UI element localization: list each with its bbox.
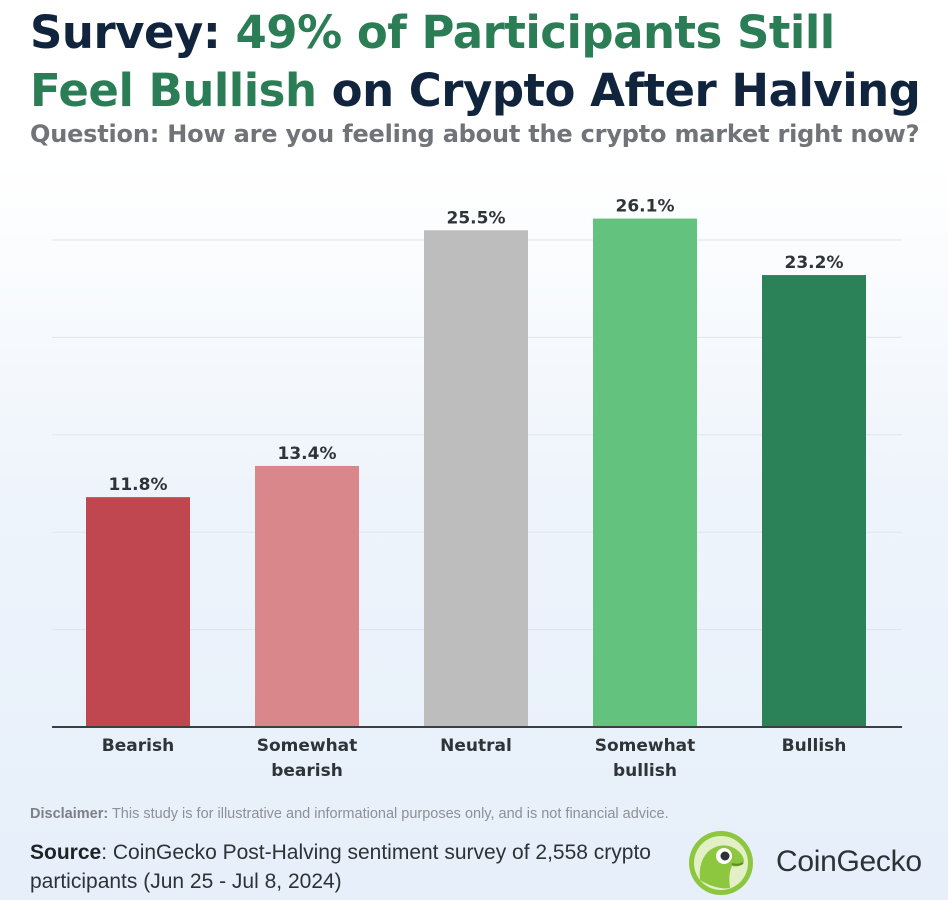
- category-label: bearish: [271, 761, 343, 781]
- title-part-1: Survey:: [30, 6, 236, 59]
- source-text: : CoinGecko Post-Halving sentiment surve…: [30, 841, 651, 893]
- source-label: Source: [30, 841, 102, 864]
- bar: [424, 230, 528, 727]
- disclaimer-text: This study is for illustrative and infor…: [108, 806, 669, 822]
- category-label: Somewhat: [595, 736, 696, 756]
- category-label: bullish: [613, 761, 677, 781]
- data-label: 13.4%: [278, 444, 337, 464]
- data-label: 23.2%: [785, 253, 844, 273]
- chart-subtitle: Question: How are you feeling about the …: [30, 120, 920, 148]
- gecko-logo-icon: [689, 831, 753, 895]
- category-label: Bullish: [782, 736, 847, 756]
- data-label: 26.1%: [616, 197, 675, 217]
- category-label: Neutral: [440, 736, 512, 756]
- bar: [255, 465, 359, 727]
- bar: [86, 497, 190, 727]
- source-note: Source: CoinGecko Post-Halving sentiment…: [30, 838, 670, 896]
- logo-text: CoinGecko: [776, 845, 922, 878]
- disclaimer-label: Disclaimer:: [30, 806, 109, 822]
- chart-title: Survey: 49% of Participants Still Feel B…: [30, 4, 940, 120]
- bar: [593, 218, 697, 727]
- bar: [762, 275, 866, 727]
- data-label: 25.5%: [447, 208, 506, 228]
- title-part-2: 49% of Participants Still Feel Bullish: [30, 6, 835, 117]
- category-label: Bearish: [102, 736, 174, 756]
- data-label: 11.8%: [109, 475, 168, 495]
- disclaimer: Disclaimer: This study is for illustrati…: [30, 806, 930, 822]
- category-label: Somewhat: [257, 736, 358, 756]
- title-part-3: on Crypto After Halving: [316, 64, 921, 117]
